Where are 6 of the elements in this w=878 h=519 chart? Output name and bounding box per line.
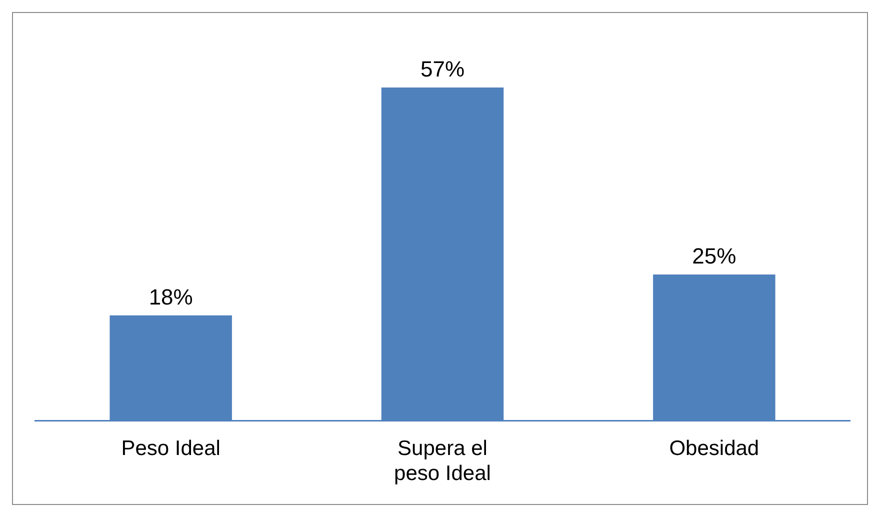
x-tick-label: Supera el peso Ideal: [394, 436, 491, 486]
data-label: 57%: [420, 56, 465, 82]
x-tick-label: Obesidad: [669, 436, 760, 460]
data-label: 18%: [148, 284, 193, 310]
x-tick-label: Peso Ideal: [121, 436, 220, 460]
data-label: 25%: [692, 244, 736, 269]
